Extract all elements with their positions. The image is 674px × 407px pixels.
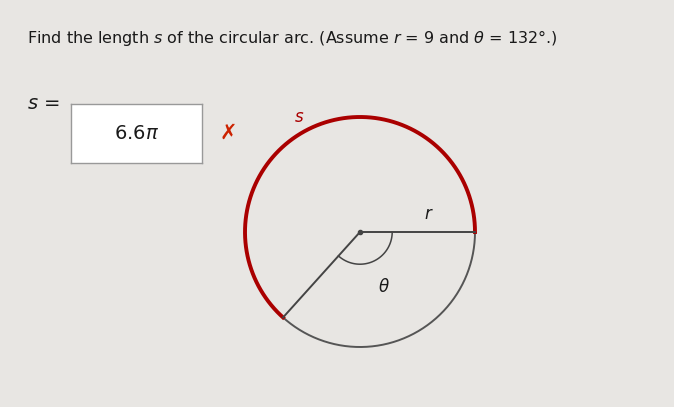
Text: ✗: ✗ [219,123,237,143]
Text: 6.6$\pi$: 6.6$\pi$ [114,124,159,143]
Text: $s$ =: $s$ = [27,94,60,113]
Text: $r$: $r$ [424,205,434,223]
Text: $\theta$: $\theta$ [378,278,390,295]
Text: Find the length $s$ of the circular arc. (Assume $r$ = 9 and $\theta$ = 132°.): Find the length $s$ of the circular arc.… [27,28,557,48]
Text: $s$: $s$ [294,108,304,126]
